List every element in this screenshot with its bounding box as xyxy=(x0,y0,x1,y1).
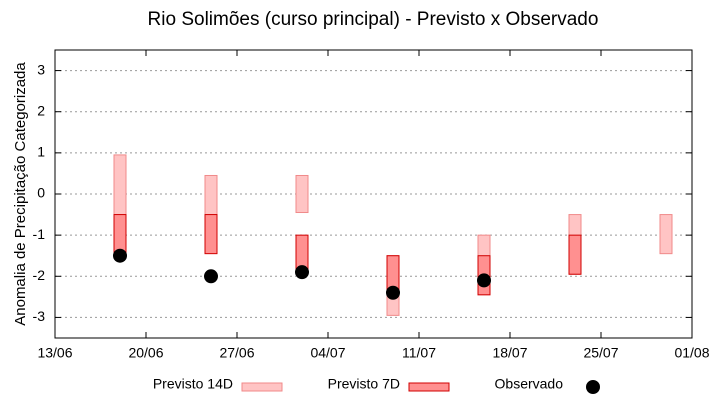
range-bar xyxy=(295,174,309,214)
plot-frame xyxy=(54,49,693,339)
observed-point xyxy=(113,248,127,263)
x-tick-label: 04/07 xyxy=(310,345,345,361)
y-axis-label: Anomalia de Precipitação Categorizada xyxy=(12,62,29,326)
observed-point xyxy=(204,269,218,284)
range-bar xyxy=(568,234,582,275)
legend-label: Observado xyxy=(495,376,564,392)
y-tick-label: -3 xyxy=(33,308,46,324)
y-tick-label: -1 xyxy=(33,226,46,242)
legend-label: Previsto 7D xyxy=(328,376,400,392)
chart-title: Rio Solimões (curso principal) - Previst… xyxy=(148,9,599,30)
observed-point xyxy=(477,273,491,288)
y-tick-label: 0 xyxy=(37,185,45,201)
range-bar xyxy=(113,154,127,216)
observed-point xyxy=(295,265,309,280)
x-tick-label: 13/06 xyxy=(37,345,72,361)
x-tick-label: 20/06 xyxy=(128,345,163,361)
x-tick-label: 11/07 xyxy=(402,345,436,361)
y-tick-label: 1 xyxy=(37,144,45,160)
legend-swatch xyxy=(408,382,450,392)
range-bar xyxy=(204,174,218,216)
legend-label: Previsto 14D xyxy=(153,376,233,392)
x-tick-label: 25/07 xyxy=(583,345,618,361)
y-tick-label: 2 xyxy=(37,102,45,118)
x-tick-label: 01/08 xyxy=(674,345,709,361)
legend-swatch xyxy=(241,382,283,392)
range-bar xyxy=(659,214,673,255)
x-tick-label: 27/06 xyxy=(219,345,254,361)
legend-swatch xyxy=(586,380,600,394)
y-tick-label: -2 xyxy=(33,267,46,283)
y-tick-label: 3 xyxy=(37,61,45,77)
observed-point xyxy=(386,285,400,300)
x-tick-label: 18/07 xyxy=(492,345,527,361)
range-bar xyxy=(204,214,218,255)
